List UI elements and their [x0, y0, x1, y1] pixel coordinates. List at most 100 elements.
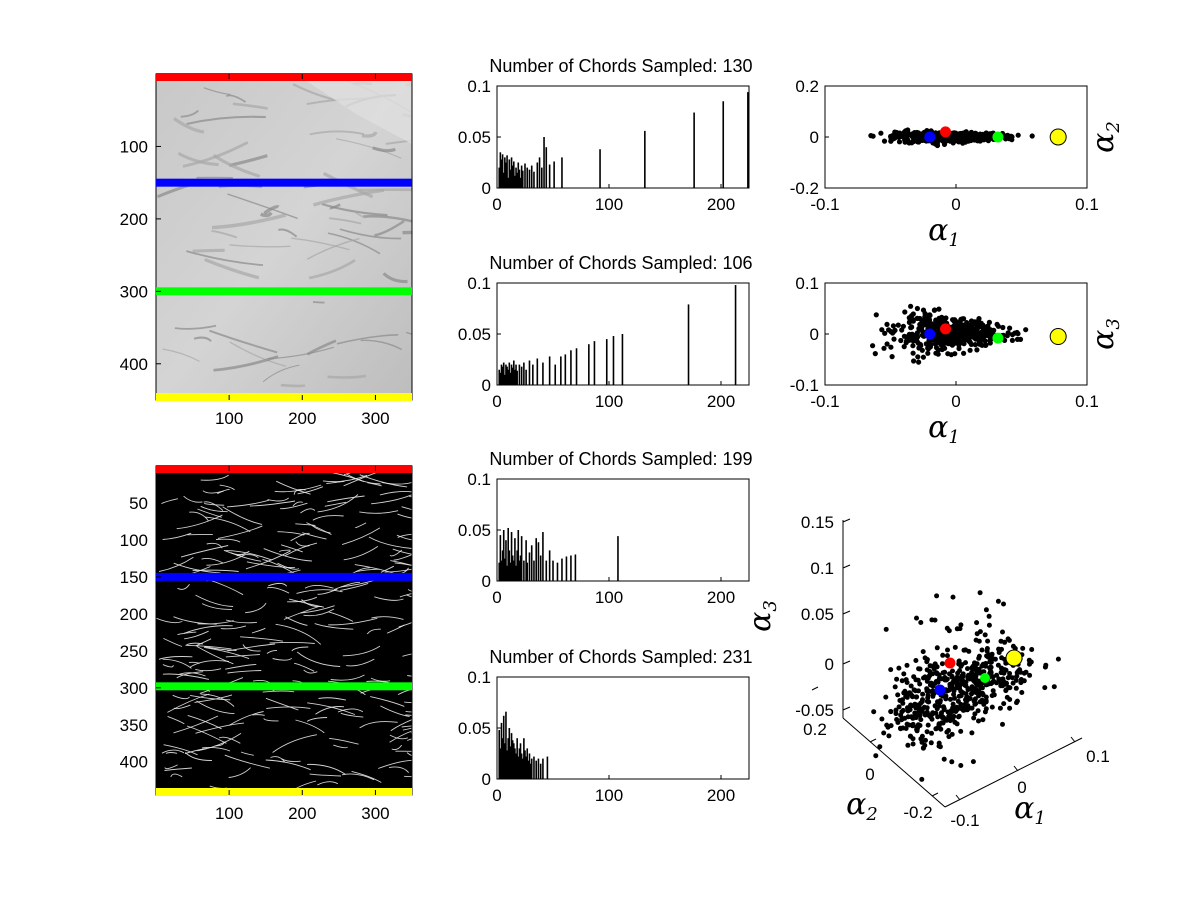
gray-stroke	[180, 109, 199, 118]
y-axis-label-sub: 2	[865, 804, 877, 825]
data-point	[917, 341, 924, 348]
gray-stroke	[360, 339, 403, 351]
data-point	[956, 659, 962, 664]
z-tick-label: 0.1	[810, 559, 834, 578]
data-point	[944, 653, 950, 659]
data-point	[917, 713, 923, 718]
x-tick-label: 300	[361, 409, 389, 428]
data-point	[991, 692, 997, 698]
y-tick-label: 0	[810, 128, 819, 147]
x-axis-label-sub: 1	[948, 427, 959, 448]
edge-stroke	[280, 544, 303, 553]
gray-stroke	[229, 341, 287, 367]
x-tick-label: 0.1	[1075, 392, 1099, 411]
sample-line-3	[156, 393, 412, 401]
data-point	[1010, 643, 1016, 649]
x-tick-label: 100	[595, 588, 623, 607]
edge-stroke	[295, 523, 316, 526]
edge-stroke	[306, 717, 328, 722]
edge-stroke	[225, 619, 258, 624]
z-tick-label: 0	[825, 655, 834, 674]
gray-stroke	[405, 331, 412, 335]
data-point	[955, 698, 961, 704]
data-point	[969, 730, 975, 736]
edge-stroke	[189, 511, 209, 522]
edge-stroke	[159, 556, 194, 572]
edge-stroke	[309, 773, 342, 777]
data-point	[976, 653, 982, 659]
data-point	[891, 336, 897, 342]
data-point	[920, 307, 927, 313]
edge-stroke	[345, 473, 381, 485]
data-point	[896, 133, 902, 139]
edge-stroke	[359, 510, 399, 514]
data-point	[906, 140, 912, 146]
data-point	[977, 699, 983, 705]
gray-stroke	[382, 272, 408, 284]
edge-stroke	[206, 554, 246, 566]
data-point	[922, 711, 928, 717]
data-point	[962, 324, 968, 330]
data-point	[879, 327, 885, 333]
edge-stroke	[293, 489, 306, 495]
edge-stroke	[162, 673, 209, 680]
data-point	[913, 715, 919, 721]
x-axis	[944, 737, 1083, 808]
edge-stroke	[374, 596, 404, 601]
data-point	[955, 670, 961, 676]
data-point	[944, 676, 950, 682]
gray-stroke	[308, 259, 356, 280]
edge-stroke	[222, 506, 263, 525]
z-tick-mark	[842, 706, 851, 711]
gray-stroke	[186, 250, 264, 266]
data-point	[976, 316, 982, 322]
image-gray-panel: 100 200 300 100 200 300 400	[120, 73, 413, 428]
x-tick-label: 0	[492, 786, 501, 805]
data-point	[935, 325, 941, 331]
data-point	[927, 341, 933, 347]
gray-stroke	[329, 203, 341, 210]
edge-stroke	[269, 641, 315, 644]
data-point	[981, 701, 987, 707]
data-point	[954, 674, 960, 680]
edge-stroke	[359, 721, 398, 729]
data-point	[910, 741, 916, 747]
data-point	[1000, 629, 1005, 635]
gray-stroke	[204, 257, 260, 280]
data-point	[986, 652, 992, 658]
gray-stroke	[291, 237, 350, 251]
histogram-1: Number of Chords Sampled: 130 0 100 200 0 0.0…	[458, 56, 753, 214]
y-tick-label: -0.1	[790, 376, 819, 395]
data-point	[935, 351, 941, 357]
edge-stroke	[399, 593, 412, 598]
sample-line-2	[156, 682, 412, 691]
sample-line-1	[156, 178, 412, 187]
data-point	[878, 130, 884, 136]
edge-stroke	[322, 474, 368, 483]
edge-stroke	[267, 497, 290, 502]
gray-stroke	[209, 329, 278, 354]
edge-stroke	[384, 568, 412, 573]
data-point	[1015, 132, 1021, 138]
edge-stroke	[186, 642, 204, 646]
data-point	[1005, 330, 1011, 336]
data-point	[951, 337, 957, 343]
data-point	[924, 657, 930, 662]
data-point	[952, 134, 958, 140]
data-point	[914, 315, 920, 321]
data-point	[881, 345, 887, 351]
edge-stroke	[200, 693, 235, 707]
edge-stroke	[227, 670, 262, 674]
data-point	[927, 312, 933, 318]
data-point	[957, 685, 963, 691]
x-tick-label: 100	[595, 786, 623, 805]
edge-stroke	[162, 658, 192, 669]
y-tick-label: 0.2	[803, 720, 827, 739]
edge-stroke	[263, 548, 312, 562]
gray-stroke	[385, 139, 412, 145]
data-point	[911, 674, 917, 680]
y-axis-label: α3	[1086, 318, 1124, 350]
edge-stroke	[311, 524, 331, 534]
gray-stroke	[336, 334, 399, 345]
edge-stroke	[263, 718, 279, 722]
